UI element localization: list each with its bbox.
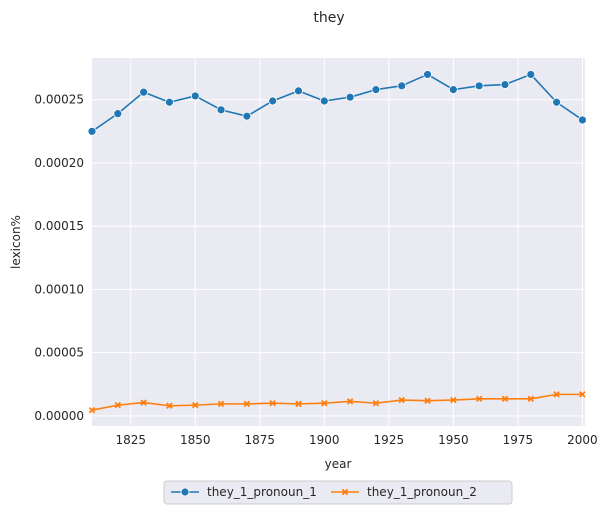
data-point: [345, 92, 355, 102]
x-tick-label: 2000: [567, 433, 598, 447]
data-point: [88, 406, 96, 414]
gridlines: [92, 58, 585, 426]
data-point: [424, 397, 431, 404]
data-point: [165, 97, 174, 107]
y-tick-label: 0.00025: [34, 93, 84, 107]
data-point: [501, 395, 509, 403]
series-they_1_pronoun_1: [87, 70, 587, 136]
legend-marker: [341, 488, 349, 496]
chart-title: they: [313, 10, 344, 26]
legend-marker: [180, 487, 190, 497]
x-axis-label: year: [325, 457, 352, 471]
x-tick-label: 1975: [503, 433, 534, 447]
data-point: [372, 400, 380, 407]
data-point: [192, 401, 199, 409]
data-point: [450, 396, 457, 404]
y-axis-label: lexicon%: [9, 215, 23, 269]
data-point: [294, 86, 303, 96]
y-tick-label: 0.00005: [34, 346, 84, 360]
data-point: [321, 400, 328, 407]
data-point: [553, 391, 560, 398]
data-point: [114, 401, 122, 409]
data-point: [113, 109, 123, 119]
data-point: [166, 402, 173, 410]
y-tick-label: 0.00010: [34, 282, 84, 296]
data-point: [295, 400, 302, 408]
data-point: [217, 400, 225, 408]
data-point: [423, 70, 432, 79]
data-point: [552, 97, 562, 107]
x-tick-label: 1950: [438, 433, 469, 447]
y-tick-label: 0.00020: [34, 156, 84, 170]
data-point: [398, 396, 405, 404]
data-point: [371, 85, 381, 95]
data-point: [87, 126, 97, 136]
x-tick-label: 1900: [309, 433, 340, 447]
legend-item: they_1_pronoun_2: [331, 485, 477, 499]
data-point: [140, 399, 147, 406]
data-point: [579, 391, 586, 398]
legend-item: they_1_pronoun_1: [171, 485, 317, 499]
data-point: [527, 395, 535, 403]
x-axis-ticks: 1825 1850 1875 1900 1925 1950 1975 2000: [115, 433, 597, 447]
x-tick-label: 1875: [245, 433, 276, 447]
x-tick-label: 1825: [115, 433, 146, 447]
data-point: [242, 111, 252, 121]
plot-area: [92, 58, 585, 426]
data-point: [448, 85, 458, 95]
data-point: [500, 80, 510, 89]
data-point: [397, 81, 407, 91]
x-tick-label: 1850: [180, 433, 211, 447]
y-tick-label: 0.00015: [34, 219, 84, 233]
legend-label: they_1_pronoun_2: [367, 485, 477, 499]
y-axis-ticks: 0.00000 0.00005 0.00010 0.00015 0.00020 0.000…: [34, 93, 84, 423]
data-point: [243, 400, 251, 408]
data-point: [474, 81, 484, 91]
data-point: [319, 96, 329, 106]
data-point: [216, 105, 226, 115]
data-point: [475, 395, 483, 403]
series-layer: [87, 70, 587, 414]
data-point: [526, 70, 536, 79]
data-point: [269, 400, 276, 407]
data-point: [139, 87, 149, 97]
legend-label: they_1_pronoun_1: [207, 485, 317, 499]
data-point: [268, 96, 278, 106]
series-line: [91, 393, 583, 411]
x-tick-label: 1925: [374, 433, 405, 447]
series-they_1_pronoun_2: [88, 391, 586, 414]
data-point: [578, 115, 587, 125]
data-point: [346, 398, 354, 405]
data-point: [190, 91, 200, 101]
y-tick-label: 0.00000: [34, 409, 84, 423]
legend: they_1_pronoun_1 they_1_pronoun_2: [163, 480, 513, 505]
